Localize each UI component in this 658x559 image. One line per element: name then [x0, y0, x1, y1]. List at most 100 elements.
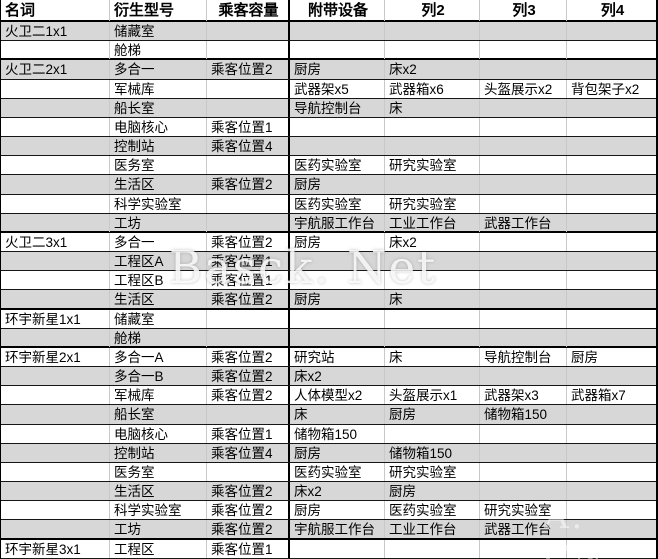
cell[interactable]: [480, 290, 567, 309]
cell[interactable]: [567, 520, 656, 538]
cell[interactable]: [385, 137, 480, 156]
cell[interactable]: [567, 501, 656, 519]
cell[interactable]: [480, 252, 567, 271]
cell[interactable]: [290, 271, 385, 290]
cell[interactable]: 床x2: [385, 60, 480, 79]
cell[interactable]: 医药实验室: [385, 501, 480, 520]
cell[interactable]: [1, 443, 110, 462]
cell[interactable]: [1, 252, 110, 271]
cell[interactable]: 乘客位置1: [207, 271, 290, 290]
cell[interactable]: 火卫二1x1: [1, 22, 110, 41]
cell[interactable]: [480, 482, 567, 501]
cell[interactable]: 床: [385, 347, 480, 367]
cell[interactable]: [567, 195, 656, 213]
cell[interactable]: [1, 462, 110, 482]
cell[interactable]: 多合一A: [110, 347, 207, 367]
cell[interactable]: 医药实验室: [290, 156, 385, 175]
cell[interactable]: 医务室: [110, 462, 207, 482]
cell[interactable]: 乘客位置2: [207, 386, 290, 405]
cell[interactable]: 工坊: [110, 213, 207, 232]
cell[interactable]: [567, 252, 656, 270]
cell[interactable]: [1, 213, 110, 232]
cell[interactable]: [1, 424, 110, 443]
cell[interactable]: 工程区B: [110, 271, 207, 290]
cell[interactable]: [567, 41, 656, 59]
cell[interactable]: [1, 386, 110, 405]
cell[interactable]: 工业工作台: [385, 213, 480, 232]
cell[interactable]: 床: [385, 98, 480, 117]
cell[interactable]: 乘客位置2: [207, 347, 290, 367]
cell[interactable]: [385, 175, 480, 194]
cell[interactable]: [567, 425, 656, 443]
cell[interactable]: 储藏室: [110, 22, 207, 41]
cell[interactable]: 武器箱x7: [571, 388, 626, 404]
cell[interactable]: [290, 252, 385, 271]
cell[interactable]: 厨房: [290, 443, 385, 462]
cell[interactable]: 研究实验室: [385, 156, 480, 175]
cell[interactable]: [207, 309, 290, 328]
cell[interactable]: 人体模型x2: [290, 386, 385, 405]
cell[interactable]: [207, 98, 290, 117]
cell[interactable]: 环宇新星2x1: [1, 347, 110, 367]
cell[interactable]: 研究实验室: [480, 501, 567, 520]
cell[interactable]: 厨房: [571, 349, 598, 365]
cell[interactable]: [567, 99, 656, 117]
cell[interactable]: 环宇新星1x1: [1, 309, 110, 328]
cell[interactable]: [385, 117, 480, 137]
cell[interactable]: 研究实验室: [385, 194, 480, 213]
column-header-3[interactable]: 乘客容量: [207, 0, 290, 21]
column-header-7[interactable]: 列4: [600, 2, 625, 19]
column-header-2[interactable]: 衍生型号: [110, 0, 207, 21]
cell[interactable]: [1, 290, 110, 309]
cell[interactable]: [480, 367, 567, 386]
cell[interactable]: [1, 117, 110, 137]
cell[interactable]: 乘客位置1: [207, 424, 290, 443]
cell[interactable]: [385, 22, 480, 41]
cell[interactable]: [1, 482, 110, 501]
cell[interactable]: 乘客位置2: [207, 232, 290, 252]
cell[interactable]: 头盔展示x1: [385, 386, 480, 405]
cell[interactable]: 厨房: [290, 290, 385, 309]
cell[interactable]: [567, 271, 656, 289]
cell[interactable]: [207, 328, 290, 347]
cell[interactable]: [1, 328, 110, 347]
cell[interactable]: [1, 137, 110, 156]
cell[interactable]: [567, 137, 656, 155]
cell[interactable]: 电脑核心: [110, 424, 207, 443]
cell[interactable]: [1, 501, 110, 520]
cell[interactable]: 储物箱150: [385, 443, 480, 462]
cell[interactable]: 乘客位置2: [207, 520, 290, 539]
cell[interactable]: 舱梯: [110, 41, 207, 60]
cell[interactable]: [567, 214, 656, 232]
cell[interactable]: 储藏室: [110, 309, 207, 328]
cell[interactable]: [567, 60, 656, 78]
cell[interactable]: [290, 117, 385, 137]
cell[interactable]: [567, 118, 656, 136]
cell[interactable]: [1, 194, 110, 213]
cell[interactable]: [480, 462, 567, 482]
cell[interactable]: [290, 539, 385, 558]
cell[interactable]: [1, 175, 110, 194]
cell[interactable]: [290, 309, 385, 328]
cell[interactable]: [207, 213, 290, 232]
cell[interactable]: 生活区: [110, 482, 207, 501]
cell[interactable]: [480, 98, 567, 117]
cell[interactable]: [480, 232, 567, 252]
cell[interactable]: 武器架x5: [290, 79, 385, 98]
cell[interactable]: [290, 22, 385, 41]
cell[interactable]: [290, 41, 385, 60]
cell[interactable]: 床x2: [290, 482, 385, 501]
cell[interactable]: 厨房: [385, 405, 480, 424]
cell[interactable]: [385, 309, 480, 328]
cell[interactable]: 厨房: [290, 501, 385, 520]
cell[interactable]: [290, 137, 385, 156]
cell[interactable]: [480, 443, 567, 462]
cell[interactable]: [1, 271, 110, 290]
cell[interactable]: [385, 539, 480, 558]
cell[interactable]: 床: [385, 290, 480, 309]
cell[interactable]: [1, 520, 110, 539]
cell[interactable]: [1, 98, 110, 117]
cell[interactable]: [207, 22, 290, 41]
cell[interactable]: 乘客位置2: [207, 482, 290, 501]
cell[interactable]: 医药实验室: [290, 462, 385, 482]
